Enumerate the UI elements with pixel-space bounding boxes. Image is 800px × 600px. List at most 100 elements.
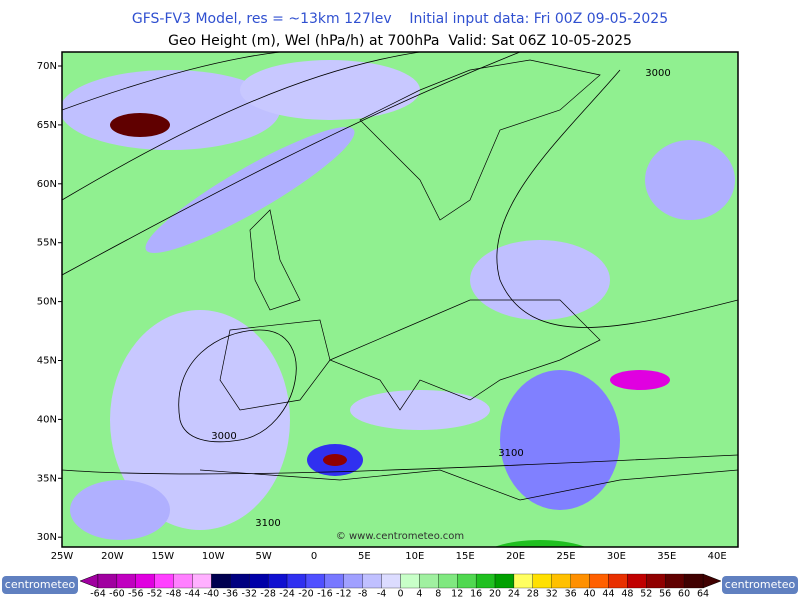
- colorbar-label: 8: [435, 589, 441, 600]
- colorbar-label: 64: [697, 589, 709, 600]
- colorbar-label: -8: [358, 589, 367, 600]
- field-spot: [494, 540, 586, 547]
- colorbar-label: 20: [489, 589, 501, 600]
- colorbar-label: 40: [584, 589, 596, 600]
- colorbar-swatch: [268, 573, 288, 589]
- lon-label: 10W: [202, 551, 225, 562]
- colorbar-label: -48: [166, 589, 182, 600]
- lon-label: 10E: [405, 551, 424, 562]
- colorbar-swatch: [532, 573, 552, 589]
- colorbar-label: 28: [527, 589, 539, 600]
- lon-label: 5E: [358, 551, 371, 562]
- lat-label: 40N: [37, 414, 57, 425]
- colorbar-label: -24: [279, 589, 295, 600]
- colorbar-swatch: [608, 573, 628, 589]
- lon-label: 15E: [456, 551, 475, 562]
- colorbar-label: 48: [621, 589, 633, 600]
- lon-label: 5W: [255, 551, 271, 562]
- lon-label: 25E: [556, 551, 575, 562]
- colorbar-label: 36: [565, 589, 577, 600]
- lat-label: 65N: [37, 120, 57, 131]
- colorbar-label: 52: [640, 589, 652, 600]
- colorbar-label: 24: [508, 589, 520, 600]
- contour-label: 3000: [211, 431, 236, 442]
- field-spot: [323, 454, 347, 466]
- logo-text: centrometeo: [725, 578, 796, 591]
- colorbar-label: -52: [147, 589, 163, 600]
- colorbar-swatch: [570, 573, 590, 589]
- colorbar-swatch: [438, 573, 458, 589]
- field-spot: [610, 370, 670, 390]
- colorbar-swatch: [324, 573, 344, 589]
- contour-line: [62, 52, 738, 328]
- map-field: [62, 52, 738, 547]
- contour-label: 3000: [645, 68, 670, 79]
- lon-label: 25W: [51, 551, 74, 562]
- colorbar-label: -64: [90, 589, 106, 600]
- colorbar-swatch: [249, 573, 269, 589]
- colorbar-swatch: [665, 573, 685, 589]
- colorbar-swatch: [211, 573, 231, 589]
- lat-label: 35N: [37, 473, 57, 484]
- colorbar-swatch: [305, 573, 326, 589]
- colorbar-label: -12: [336, 589, 352, 600]
- colorbar-swatch: [362, 573, 382, 589]
- lon-label: 30E: [607, 551, 626, 562]
- field-blob: [240, 60, 420, 120]
- colorbar-swatch: [135, 573, 155, 589]
- field-blob: [110, 310, 290, 530]
- colorbar-swatch: [589, 573, 609, 589]
- contour-label: 3100: [255, 518, 280, 529]
- colorbar-label: -36: [223, 589, 239, 600]
- colorbar-label: 32: [546, 589, 558, 600]
- colorbar-label: 60: [678, 589, 690, 600]
- colorbar-swatch: [154, 573, 174, 589]
- colorbar-swatch: [494, 573, 515, 589]
- lon-label: 15W: [151, 551, 174, 562]
- lon-label: 20E: [506, 551, 525, 562]
- contour-label: 3100: [498, 448, 523, 459]
- colorbar-swatch: [97, 573, 118, 589]
- lat-label: 60N: [37, 179, 57, 190]
- colorbar-label: 4: [416, 589, 422, 600]
- colorbar-swatch: [683, 573, 704, 589]
- lon-label: 40E: [708, 551, 727, 562]
- colorbar-label: -16: [317, 589, 333, 600]
- lon-label: 0: [311, 551, 317, 562]
- lat-label: 50N: [37, 297, 57, 308]
- lat-label: 70N: [37, 61, 57, 72]
- contour-line: [62, 329, 738, 475]
- colorbar-arrow: [702, 573, 722, 589]
- field-blob: [645, 140, 735, 220]
- colorbar-label: -32: [241, 589, 257, 600]
- colorbar-swatch: [419, 573, 439, 589]
- colorbar-swatch: [457, 573, 477, 589]
- lon-label: 20W: [101, 551, 124, 562]
- field-blob: [500, 370, 620, 510]
- watermark: © www.centrometeo.com: [336, 531, 464, 542]
- lat-label: 45N: [37, 356, 57, 367]
- colorbar-label: -40: [204, 589, 220, 600]
- colorbar-label: 12: [451, 589, 463, 600]
- colorbar-swatch: [381, 573, 401, 589]
- colorbar-swatch: [400, 573, 420, 589]
- lat-label: 55N: [37, 238, 57, 249]
- colorbar-label: -20: [298, 589, 314, 600]
- colorbar-swatch: [286, 573, 307, 589]
- lat-label: 30N: [37, 532, 57, 543]
- colorbar-arrow: [79, 573, 99, 589]
- colorbar-label: -28: [260, 589, 276, 600]
- colorbar-swatch: [343, 573, 363, 589]
- colorbar-swatch: [230, 573, 250, 589]
- colorbar-label: 44: [602, 589, 614, 600]
- lon-label: 35E: [657, 551, 676, 562]
- colorbar-label: -56: [128, 589, 144, 600]
- colorbar-swatch: [646, 573, 666, 589]
- colorbar-swatch: [192, 573, 212, 589]
- colorbar-swatch: [116, 573, 136, 589]
- colorbar-label: 0: [397, 589, 403, 600]
- colorbar-swatch: [627, 573, 647, 589]
- field-blob: [470, 240, 610, 320]
